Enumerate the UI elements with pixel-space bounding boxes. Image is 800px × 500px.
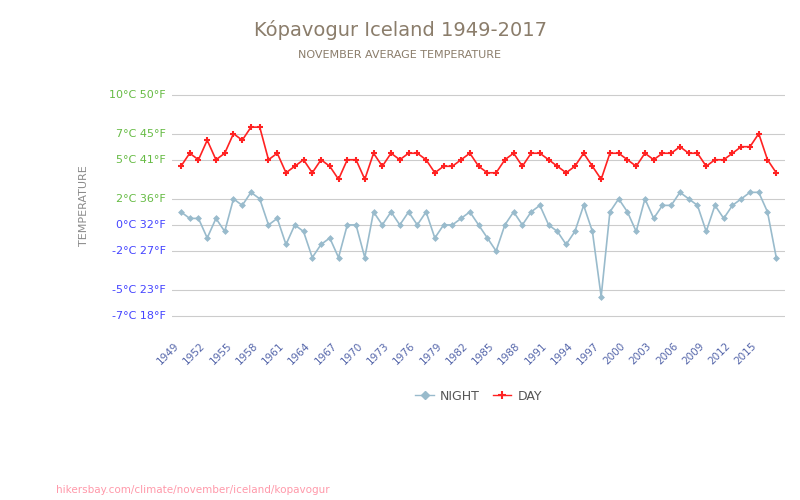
DAY — [298, 156, 308, 162]
NIGHT — [282, 242, 291, 248]
NIGHT — [246, 190, 256, 196]
DAY — [282, 170, 291, 176]
DAY — [771, 170, 781, 176]
Text: -5°C 23°F: -5°C 23°F — [112, 285, 166, 295]
DAY — [334, 176, 343, 182]
Legend: NIGHT, DAY: NIGHT, DAY — [410, 384, 547, 407]
NIGHT — [220, 228, 230, 234]
NIGHT — [526, 209, 536, 215]
DAY — [649, 156, 658, 162]
Text: 10°C 50°F: 10°C 50°F — [110, 90, 166, 100]
DAY — [246, 124, 256, 130]
DAY — [220, 150, 230, 156]
Text: 7°C 45°F: 7°C 45°F — [116, 128, 166, 138]
Text: -7°C 18°F: -7°C 18°F — [112, 311, 166, 321]
DAY — [762, 156, 772, 162]
Line: NIGHT: NIGHT — [179, 190, 778, 298]
Text: hikersbay.com/climate/november/iceland/kopavogur: hikersbay.com/climate/november/iceland/k… — [56, 485, 330, 495]
Text: 2°C 36°F: 2°C 36°F — [116, 194, 166, 204]
Text: Kópavogur Iceland 1949-2017: Kópavogur Iceland 1949-2017 — [254, 20, 546, 40]
Text: 0°C 32°F: 0°C 32°F — [116, 220, 166, 230]
DAY — [176, 164, 186, 170]
Text: NOVEMBER AVERAGE TEMPERATURE: NOVEMBER AVERAGE TEMPERATURE — [298, 50, 502, 60]
Text: -2°C 27°F: -2°C 27°F — [112, 246, 166, 256]
NIGHT — [762, 209, 772, 215]
NIGHT — [298, 228, 308, 234]
Line: DAY: DAY — [178, 124, 780, 183]
DAY — [535, 150, 545, 156]
NIGHT — [596, 294, 606, 300]
NIGHT — [176, 209, 186, 215]
Y-axis label: TEMPERATURE: TEMPERATURE — [79, 165, 89, 246]
Text: 5°C 41°F: 5°C 41°F — [116, 154, 166, 164]
NIGHT — [649, 216, 658, 222]
NIGHT — [771, 254, 781, 260]
